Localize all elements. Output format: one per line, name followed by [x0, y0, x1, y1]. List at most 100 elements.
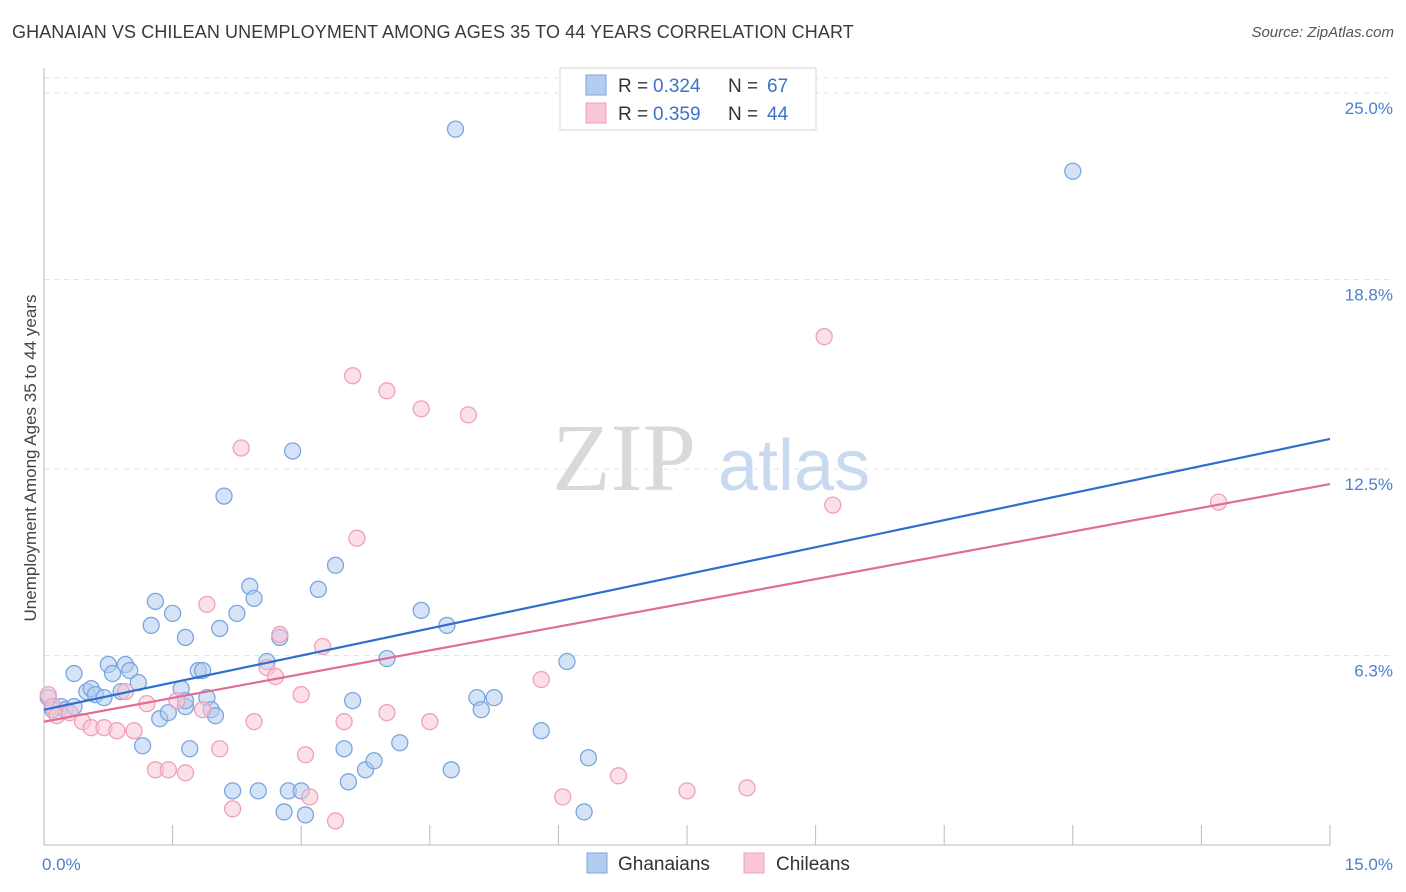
point-chileans [159, 761, 177, 779]
point-ghanaians [339, 773, 358, 791]
trend-line-ghanaians [43, 437, 1331, 711]
legend-n-value-chileans: 44 [767, 104, 789, 125]
point-chileans [292, 685, 310, 704]
point-chileans [378, 382, 396, 400]
point-ghanaians [558, 652, 576, 671]
x-tick-label-min: 0.0% [42, 855, 81, 874]
point-chileans [125, 722, 143, 740]
point-ghanaians [343, 691, 362, 710]
point-chileans [223, 800, 242, 818]
point-ghanaians [532, 722, 550, 740]
point-chileans [296, 746, 315, 764]
point-ghanaians [121, 661, 139, 680]
point-chileans [378, 704, 396, 722]
legend-swatch-chileans [585, 102, 607, 124]
point-ghanaians [211, 619, 229, 638]
point-chileans [532, 670, 550, 689]
point-ghanaians [309, 580, 327, 598]
axis-layer [43, 68, 1331, 846]
legend-r-label-ghanaians: R = [618, 76, 648, 97]
point-chileans [232, 439, 250, 457]
point-chileans [271, 625, 289, 644]
bottom-legend-label-chileans: Chileans [776, 854, 850, 875]
point-chileans [211, 740, 229, 758]
point-chileans [326, 812, 345, 830]
point-ghanaians [472, 700, 490, 719]
point-ghanaians [446, 120, 465, 138]
point-chileans [335, 713, 353, 731]
point-ghanaians [442, 761, 460, 779]
legend-r-value-chileans: 0.359 [653, 104, 701, 125]
bottom-legend-swatch-ghanaians [586, 852, 608, 874]
watermark: ZIP atlas [552, 404, 870, 511]
point-chileans [343, 367, 362, 385]
point-ghanaians [1064, 162, 1082, 180]
point-chileans [412, 400, 430, 418]
point-ghanaians [146, 592, 165, 611]
point-chileans [266, 667, 285, 686]
point-ghanaians [176, 628, 195, 647]
point-chileans [348, 529, 366, 547]
trend-line-chileans [43, 482, 1331, 723]
chart-title: GHANAIAN VS CHILEAN UNEMPLOYMENT AMONG A… [12, 22, 854, 42]
point-chileans [554, 788, 572, 806]
point-ghanaians [133, 737, 152, 755]
point-ghanaians [103, 664, 122, 683]
x-tick-label-max: 15.0% [1345, 855, 1393, 874]
point-chileans [421, 713, 439, 731]
point-ghanaians [485, 688, 503, 707]
point-ghanaians [391, 734, 409, 752]
y-axis-label: Unemployment Among Ages 35 to 44 years [21, 295, 40, 622]
point-chileans [824, 496, 842, 514]
point-chileans [176, 764, 195, 782]
point-chileans [245, 713, 263, 731]
point-ghanaians [223, 782, 242, 800]
point-chileans [1209, 493, 1228, 511]
point-ghanaians [326, 556, 345, 574]
point-ghanaians [181, 740, 199, 758]
legend-n-label-chileans: N = [728, 104, 758, 125]
point-chileans [678, 782, 696, 800]
point-ghanaians [275, 803, 293, 821]
watermark-atlas: atlas [718, 426, 870, 506]
point-ghanaians [365, 752, 383, 770]
point-chileans [301, 788, 319, 806]
legend-r-label-chileans: R = [618, 104, 648, 125]
y-tick-label: 6.3% [1354, 662, 1393, 681]
y-tick-label: 12.5% [1345, 475, 1393, 494]
legend-n-label-ghanaians: N = [728, 76, 758, 97]
point-ghanaians [228, 604, 246, 623]
point-chileans [193, 700, 212, 719]
point-ghanaians [142, 616, 160, 635]
watermark-zip: ZIP [552, 404, 696, 511]
point-ghanaians [163, 604, 182, 623]
legend-swatch-ghanaians [585, 74, 607, 96]
point-ghanaians [579, 749, 598, 767]
point-chileans [459, 406, 478, 424]
point-ghanaians [575, 803, 593, 821]
point-chileans [198, 595, 216, 614]
point-ghanaians [335, 740, 353, 758]
point-ghanaians [296, 806, 315, 824]
point-chileans [738, 779, 756, 797]
y-tick-label: 25.0% [1345, 99, 1393, 118]
bottom-legend: Ghanaians Chileans [586, 852, 850, 875]
point-chileans [609, 767, 628, 785]
point-chileans [815, 328, 833, 346]
point-ghanaians [215, 487, 233, 505]
point-ghanaians [283, 442, 302, 460]
trend-layer [43, 437, 1331, 723]
legend-n-value-ghanaians: 67 [767, 76, 788, 97]
top-legend: R = 0.324 N = 67 R = 0.359 N = 44 [559, 67, 817, 131]
point-ghanaians [245, 589, 263, 608]
point-ghanaians [65, 664, 83, 683]
legend-r-value-ghanaians: 0.324 [653, 76, 701, 97]
bottom-legend-label-ghanaians: Ghanaians [618, 854, 710, 875]
point-ghanaians [159, 704, 177, 722]
bottom-legend-swatch-chileans [743, 852, 765, 874]
y-tick-label: 18.8% [1345, 286, 1393, 305]
point-ghanaians [249, 782, 267, 800]
chart-source: Source: ZipAtlas.com [1251, 24, 1394, 41]
point-ghanaians [412, 601, 430, 620]
